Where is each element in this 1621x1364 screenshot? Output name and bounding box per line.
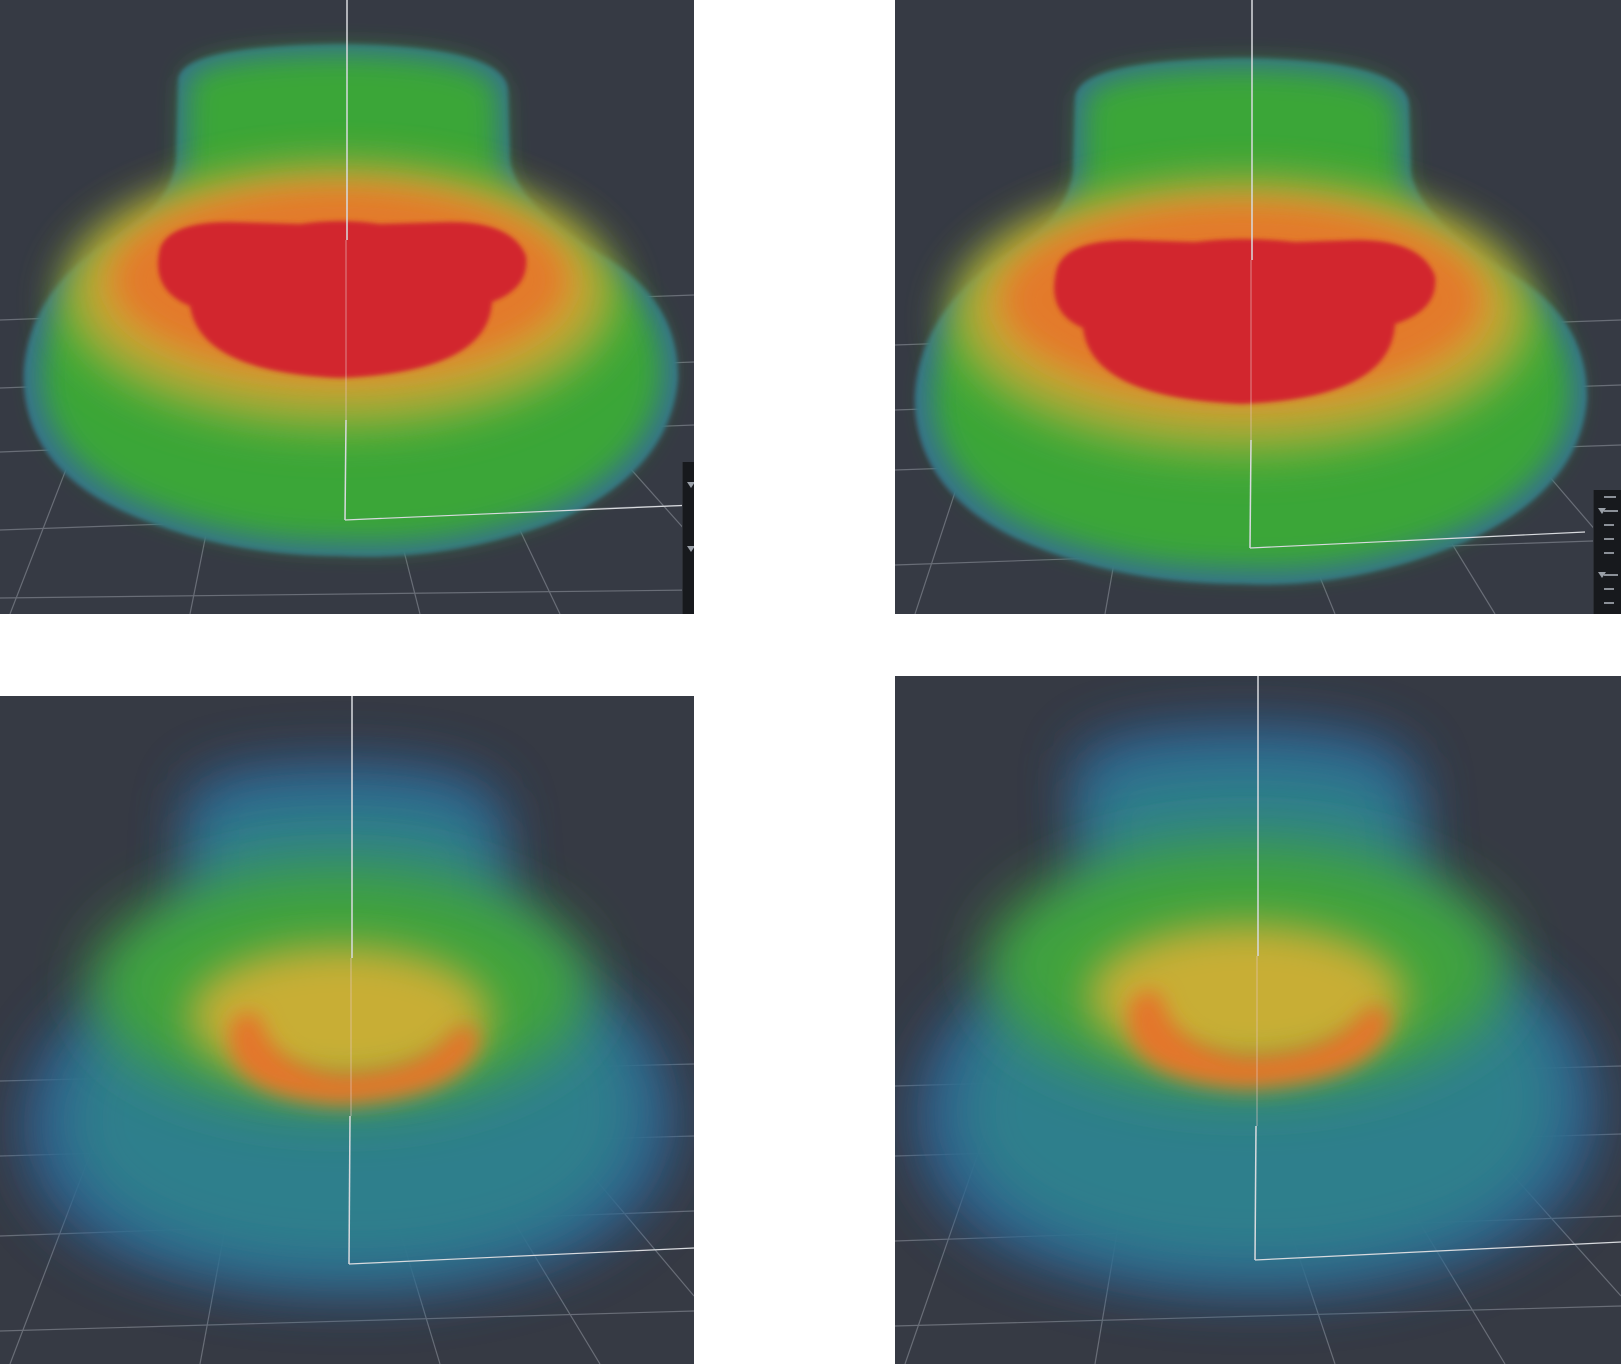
side-panel-icon xyxy=(1598,508,1606,514)
heat-body xyxy=(914,724,1600,1295)
side-panel-icon xyxy=(687,482,694,488)
viewport-top-right[interactable] xyxy=(895,0,1621,614)
heat-body xyxy=(23,44,679,557)
viewport-bottom-right[interactable] xyxy=(895,676,1621,1364)
render-top-right xyxy=(895,0,1621,614)
vertical-axis-line xyxy=(348,696,694,1265)
render-bottom-left xyxy=(0,696,694,1364)
render-bottom-right xyxy=(895,676,1621,1364)
vertical-axis-line xyxy=(1254,676,1621,1261)
side-panel-icon xyxy=(1604,496,1616,498)
side-panel-icon xyxy=(1598,572,1606,578)
render-top-left xyxy=(0,0,694,614)
side-panel-icon xyxy=(1604,510,1618,512)
side-panel-icon xyxy=(1604,524,1614,526)
side-panel-icon xyxy=(1604,588,1614,590)
vertical-axis-line xyxy=(344,0,694,521)
side-panel[interactable] xyxy=(1593,490,1621,614)
vertical-axis-line xyxy=(1249,0,1586,549)
side-panel-icon xyxy=(1604,602,1614,604)
side-panel-icon xyxy=(687,546,694,552)
side-panel-icon xyxy=(1604,538,1614,540)
side-panel[interactable] xyxy=(682,462,694,614)
side-panel-icon xyxy=(1604,574,1618,576)
side-panel-icon xyxy=(1604,552,1614,554)
viewport-bottom-left[interactable] xyxy=(0,696,694,1364)
viewport-top-left[interactable] xyxy=(0,0,694,614)
